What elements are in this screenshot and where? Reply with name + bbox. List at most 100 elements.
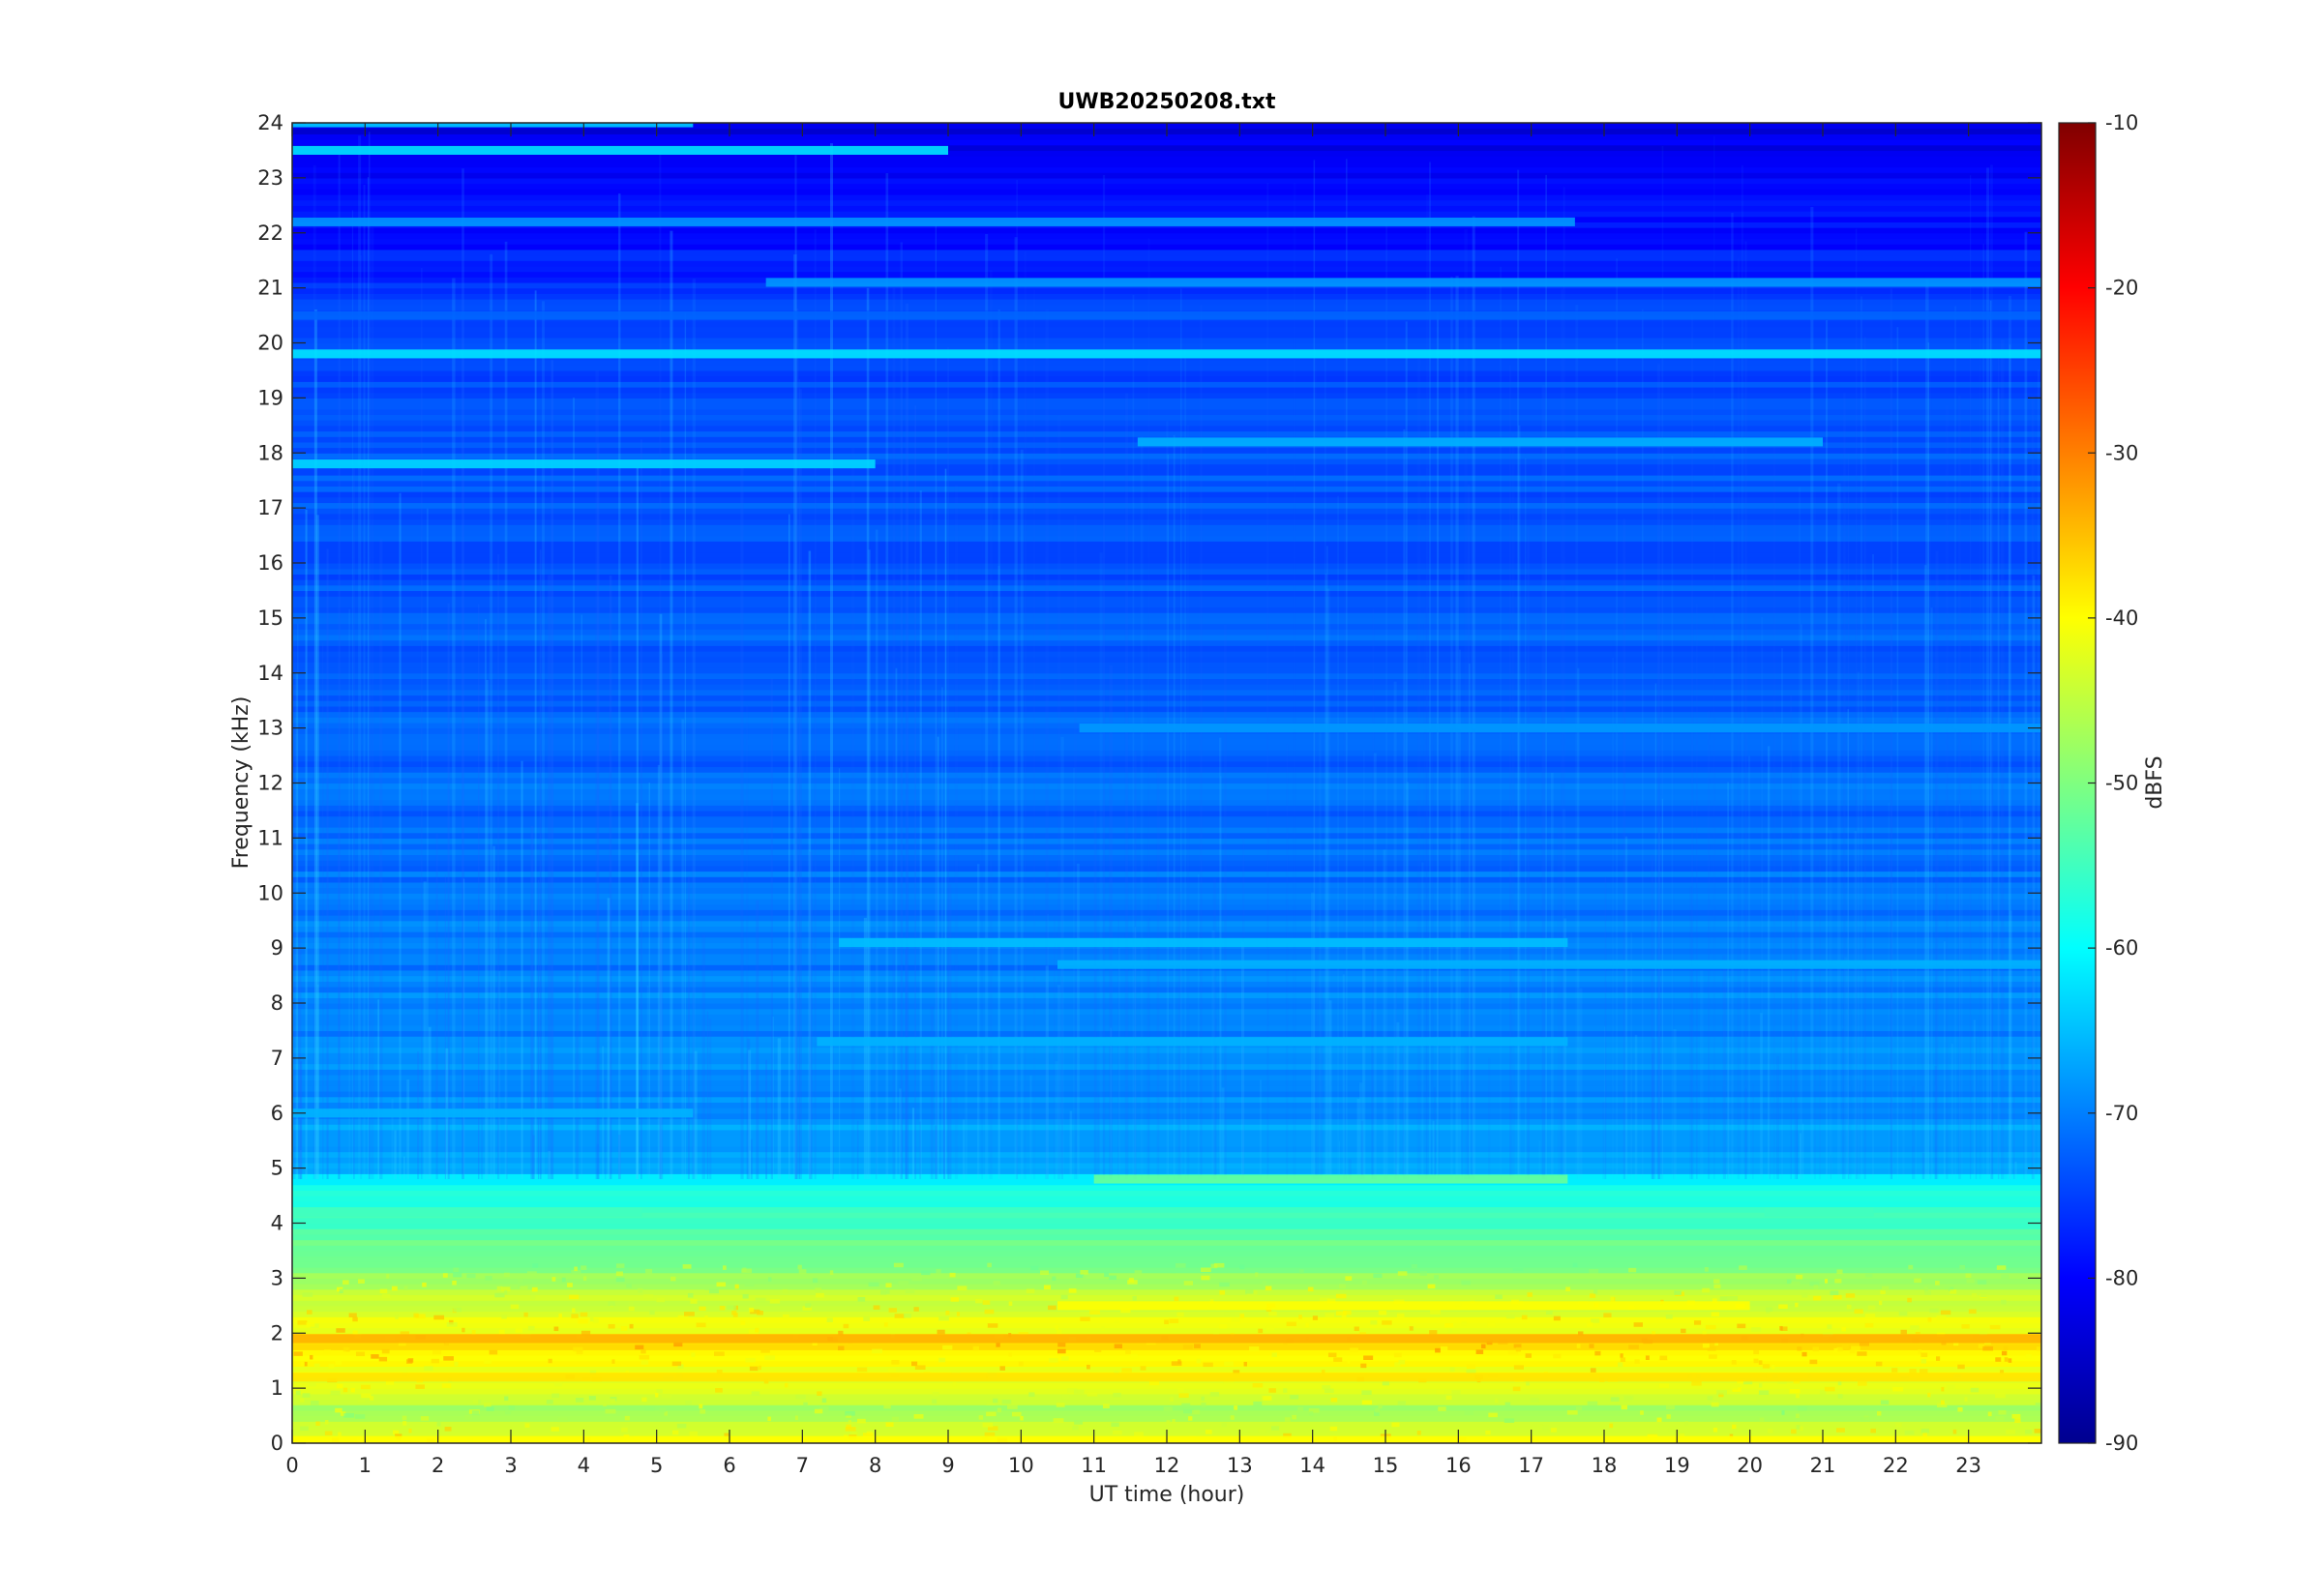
lowfreq-speckle — [1798, 1406, 1807, 1411]
lowfreq-speckle — [518, 1278, 523, 1284]
impulse-streak — [1076, 874, 1079, 1179]
spectrogram-band — [292, 1140, 2041, 1147]
spectrogram-band — [292, 392, 2041, 399]
spectrogram-band — [292, 133, 2041, 140]
lowfreq-speckle — [1006, 1404, 1018, 1409]
lowfreq-speckle — [987, 1262, 992, 1268]
lowfreq-speckle — [1171, 1361, 1182, 1366]
lowfreq-speckle — [343, 1413, 355, 1418]
impulse-streak — [1360, 1120, 1364, 1179]
y-tick-label: 5 — [271, 1157, 283, 1180]
impulse-streak — [1140, 436, 1144, 1179]
lowfreq-speckle — [894, 1314, 906, 1318]
impulse-streak — [830, 143, 834, 1179]
lowfreq-speckle — [1704, 1267, 1709, 1272]
lowfreq-speckle — [1731, 1360, 1737, 1365]
spectrogram-band — [292, 1217, 2041, 1225]
lowfreq-speckle — [357, 1398, 366, 1403]
lowfreq-speckle — [523, 1312, 528, 1317]
spectrogram-band — [292, 612, 2041, 619]
lowfreq-speckle — [1378, 1310, 1387, 1315]
lowfreq-speckle — [848, 1343, 853, 1347]
impulse-streak — [1616, 258, 1618, 1179]
lowfreq-speckle — [1809, 1359, 1818, 1365]
lowfreq-speckle — [716, 1282, 727, 1287]
lowfreq-speckle — [1837, 1394, 1843, 1399]
lowfreq-speckle — [1341, 1315, 1347, 1320]
lowfreq-speckle — [629, 1323, 634, 1329]
lowfreq-speckle — [945, 1310, 950, 1315]
impulse-streak — [747, 1038, 751, 1179]
lowfreq-speckle — [297, 1320, 308, 1325]
lowfreq-speckle — [1326, 1298, 1336, 1304]
lowfreq-speckle — [433, 1315, 445, 1320]
spectrogram-band — [292, 535, 2041, 542]
lowfreq-speckle — [740, 1320, 746, 1325]
lowfreq-speckle — [1819, 1390, 1827, 1395]
lowfreq-speckle — [531, 1286, 538, 1292]
lowfreq-speckle — [402, 1421, 407, 1426]
lowfreq-speckle — [340, 1411, 346, 1416]
persistent-line — [1093, 1174, 1568, 1184]
spectrogram-band — [292, 205, 2041, 212]
impulse-streak — [1689, 886, 1693, 1179]
impulse-streak — [948, 884, 952, 1179]
impulse-streak — [351, 210, 354, 1179]
lowfreq-speckle — [640, 1360, 649, 1365]
lowfreq-speckle — [1987, 1411, 1992, 1417]
lowfreq-speckle — [1209, 1392, 1220, 1397]
spectrogram-band — [292, 502, 2041, 509]
spectrogram-band — [292, 827, 2041, 834]
impulse-streak — [1575, 305, 1579, 1179]
y-tick-label: 13 — [257, 717, 283, 740]
spectrogram-band — [292, 717, 2041, 724]
impulse-streak — [1973, 1020, 1977, 1179]
lowfreq-speckle — [1072, 1425, 1079, 1431]
y-axis-label: Frequency (kHz) — [229, 696, 253, 870]
spectrogram-band — [292, 1069, 2041, 1076]
impulse-streak — [1525, 458, 1527, 1179]
lowfreq-speckle — [978, 1415, 984, 1420]
lowfreq-speckle — [727, 1305, 736, 1310]
impulse-streak — [941, 687, 943, 1179]
impulse-streak — [1912, 1086, 1916, 1179]
impulse-streak — [1872, 553, 1874, 1179]
impulse-streak — [1769, 1058, 1771, 1179]
persistent-line — [1137, 437, 1823, 447]
impulse-streak — [1396, 1021, 1400, 1179]
impulse-streak — [687, 875, 690, 1179]
lowfreq-speckle — [1397, 1401, 1406, 1406]
impulse-streak — [692, 481, 696, 1179]
lowfreq-speckle — [1140, 1366, 1146, 1371]
lowfreq-speckle — [1620, 1353, 1623, 1358]
spectrogram-band — [292, 1316, 2041, 1323]
lowfreq-speckle — [420, 1416, 430, 1421]
impulse-streak — [534, 290, 537, 1179]
lowfreq-speckle — [603, 1402, 608, 1406]
lowfreq-speckle — [744, 1282, 755, 1287]
lowfreq-speckle — [1258, 1328, 1264, 1334]
impulse-streak — [1848, 1009, 1852, 1179]
lowfreq-speckle — [1521, 1315, 1528, 1320]
spectrogram-band — [292, 799, 2041, 806]
lowfreq-speckle — [551, 1277, 556, 1282]
impulse-streak — [930, 1006, 934, 1179]
impulse-streak — [1959, 804, 1961, 1179]
lowfreq-speckle — [845, 1427, 856, 1432]
spectrogram-band — [292, 227, 2041, 234]
lowfreq-speckle — [1788, 1300, 1793, 1306]
lowfreq-speckle — [2035, 1403, 2041, 1407]
lowfreq-speckle — [1634, 1359, 1640, 1364]
spectrogram-band — [292, 557, 2041, 564]
impulse-streak — [681, 719, 685, 1179]
impulse-streak — [580, 614, 583, 1179]
impulse-streak — [322, 641, 324, 1179]
lowfreq-speckle — [530, 1294, 536, 1300]
lowfreq-speckle — [1132, 1295, 1137, 1301]
lowfreq-speckle — [1978, 1344, 1985, 1348]
persistent-line — [292, 145, 948, 155]
lowfreq-speckle — [1239, 1314, 1245, 1318]
lowfreq-speckle — [553, 1326, 559, 1332]
impulse-streak — [793, 254, 797, 1179]
x-tick-label: 16 — [1445, 1454, 1472, 1477]
